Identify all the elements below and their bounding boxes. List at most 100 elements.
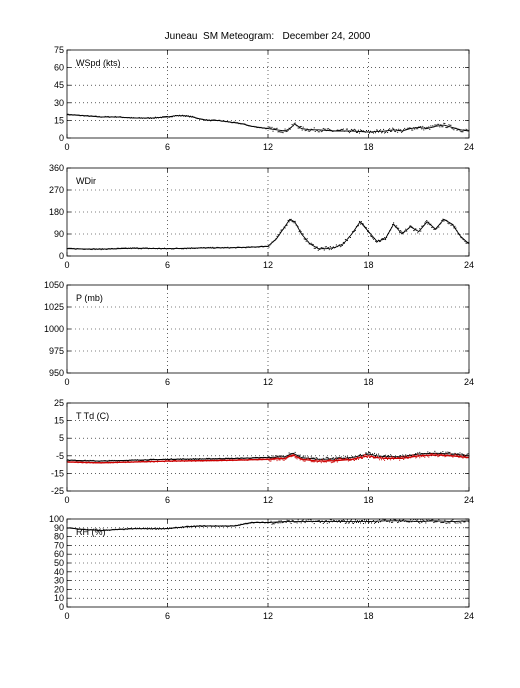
series-0-point — [425, 128, 427, 130]
series-1-point — [261, 459, 263, 461]
series-0-point — [417, 128, 419, 130]
series-1-point — [161, 460, 163, 462]
series-1-point — [371, 455, 373, 457]
series-0-point — [436, 124, 438, 126]
x-tick-label: 6 — [165, 611, 170, 621]
series-0-point — [83, 115, 85, 117]
series-0-point — [151, 117, 153, 119]
series-0-point — [440, 222, 442, 224]
series-0-point — [286, 224, 288, 226]
series-0-point — [388, 520, 390, 522]
series-0-point — [380, 455, 382, 457]
series-0-point — [229, 247, 231, 249]
series-0-point — [189, 116, 191, 118]
series-0-point — [307, 241, 309, 243]
series-0-point — [265, 521, 267, 523]
series-0-point — [158, 528, 160, 530]
series-0-point — [458, 233, 460, 235]
series-0-point — [186, 525, 188, 527]
series-0-point — [309, 519, 311, 521]
series-0-point — [153, 117, 155, 119]
series-0-point — [432, 226, 434, 228]
series-0-point — [323, 458, 325, 460]
series-0-point — [396, 225, 398, 227]
series-0-point — [216, 246, 218, 248]
series-0-point — [67, 459, 69, 461]
series-0-point — [361, 130, 363, 132]
series-0-point — [86, 248, 88, 250]
series-0-point — [373, 454, 375, 456]
series-0-point — [252, 125, 254, 127]
series-0-point — [414, 229, 416, 231]
series-0-point — [125, 528, 127, 530]
series-0-point — [156, 527, 158, 529]
series-0-point — [108, 116, 110, 118]
series-1-point — [130, 461, 132, 463]
series-0-point — [183, 248, 185, 250]
series-0-point — [135, 247, 137, 249]
series-0-point — [439, 223, 441, 225]
x-tick-label: 0 — [64, 611, 69, 621]
series-0-point — [345, 239, 347, 241]
series-1-point — [188, 459, 190, 461]
series-0-point — [98, 460, 100, 462]
series-0-point — [352, 231, 354, 233]
series-0-point — [375, 456, 377, 458]
series-0-point — [100, 116, 102, 118]
series-0-point — [199, 458, 201, 460]
series-1-point — [164, 460, 166, 462]
series-1-point — [80, 461, 82, 463]
series-1-point — [351, 458, 353, 460]
panel-label: WDir — [76, 176, 96, 186]
series-1-point — [465, 457, 467, 459]
series-1-point — [439, 454, 441, 456]
series-0-point — [308, 520, 310, 522]
series-0-point — [156, 248, 158, 250]
series-0-point — [446, 452, 448, 454]
series-0-point — [180, 247, 182, 249]
series-1-point — [145, 461, 147, 463]
series-1-point — [265, 458, 267, 460]
series-1-point — [192, 460, 194, 462]
series-0-point — [414, 128, 416, 130]
x-tick-label: 12 — [263, 260, 273, 270]
series-0-point — [293, 123, 295, 125]
series-0-point — [448, 452, 450, 454]
series-0-point — [142, 247, 144, 249]
series-0-point — [185, 526, 187, 528]
series-1-point — [298, 457, 300, 459]
series-0-point — [267, 127, 269, 129]
series-0-point — [137, 248, 139, 250]
series-0-point — [440, 451, 442, 453]
series-0-point — [229, 121, 231, 123]
series-0-point — [316, 130, 318, 132]
series-0-point — [395, 519, 397, 521]
series-0-point — [110, 247, 112, 249]
series-1-point — [337, 458, 339, 460]
x-tick-label: 0 — [64, 495, 69, 505]
series-0-point — [222, 246, 224, 248]
series-0-point — [245, 124, 247, 126]
series-0-point — [263, 522, 265, 524]
series-0-point — [439, 520, 441, 522]
series-0-point — [106, 116, 108, 118]
series-1-point — [87, 461, 89, 463]
series-0-point — [106, 460, 108, 462]
series-0-point — [379, 130, 381, 132]
series-0-point — [441, 521, 443, 523]
series-0-point — [179, 458, 181, 460]
series-0-point — [77, 460, 79, 462]
series-1-point — [69, 461, 71, 463]
series-0-point — [186, 458, 188, 460]
series-0-point — [291, 123, 293, 125]
series-1-point — [173, 460, 175, 462]
series-0-point — [184, 526, 186, 528]
series-0-point — [228, 457, 230, 459]
series-0-point — [114, 115, 116, 117]
series-0-point — [332, 457, 334, 459]
series-0-point — [279, 455, 281, 457]
y-tick-label: 70 — [54, 540, 64, 550]
series-0-point — [114, 528, 116, 530]
series-0-point — [260, 521, 262, 523]
series-0-point — [254, 457, 256, 459]
